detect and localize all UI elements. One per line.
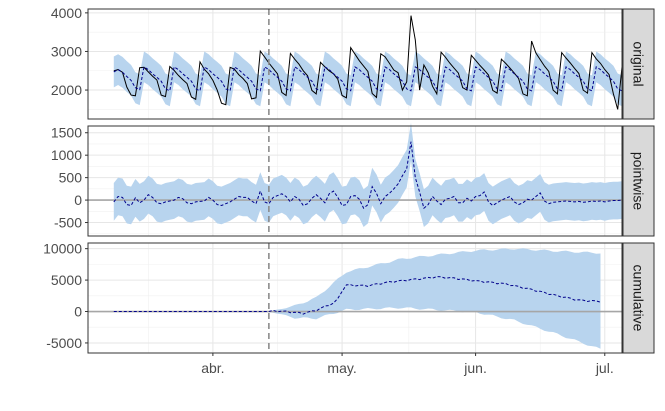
- y-tick-label: 5000: [51, 272, 82, 288]
- y-tick-label: 500: [59, 170, 83, 186]
- facet-strip-label: original: [631, 41, 647, 86]
- observed-series-line: [113, 15, 644, 110]
- predicted-series-line: [113, 66, 653, 92]
- y-tick-label: 10000: [43, 241, 82, 257]
- y-tick-label: 2000: [51, 82, 82, 98]
- facet-strip: [622, 242, 655, 354]
- panel-original: 2000 3000 4000 original: [51, 5, 655, 120]
- facet-strip: [622, 125, 655, 237]
- y-tick-label: -5000: [46, 335, 82, 351]
- panels-group: 200030004000original-500050010001500poin…: [43, 5, 655, 354]
- y-tick-label: 3000: [51, 43, 82, 59]
- x-axis: abr. may. jun. jul.: [201, 353, 614, 376]
- facet-strip-label: pointwise: [631, 152, 647, 211]
- panel-border: [87, 125, 623, 237]
- panel-border: [87, 242, 623, 354]
- cumulative-effect-line: [113, 276, 601, 315]
- panel-cumulative: -5000 0 5000 10000 cumulative: [43, 241, 655, 354]
- x-tick-label: jun.: [463, 360, 487, 376]
- panel-pointwise: -500 0 500 1000 1500 pointwise: [51, 122, 655, 237]
- y-tick-label: 0: [74, 192, 82, 208]
- facet-strip: [622, 8, 655, 120]
- panel-border: [87, 8, 623, 120]
- y-tick-label: 1500: [51, 125, 82, 141]
- x-tick-label: abr.: [201, 360, 224, 376]
- x-tick-label: jul.: [595, 360, 614, 376]
- x-tick-label: may.: [327, 360, 356, 376]
- facet-strip-label: cumulative: [631, 265, 647, 332]
- y-tick-label: 4000: [51, 5, 82, 21]
- y-tick-label: -500: [54, 215, 82, 231]
- confidence-band: [113, 122, 635, 227]
- predicted-series-line: [113, 141, 636, 210]
- confidence-band: [268, 248, 601, 349]
- confidence-band: [113, 51, 653, 107]
- y-tick-label: 1000: [51, 147, 82, 163]
- y-tick-label: 0: [74, 304, 82, 320]
